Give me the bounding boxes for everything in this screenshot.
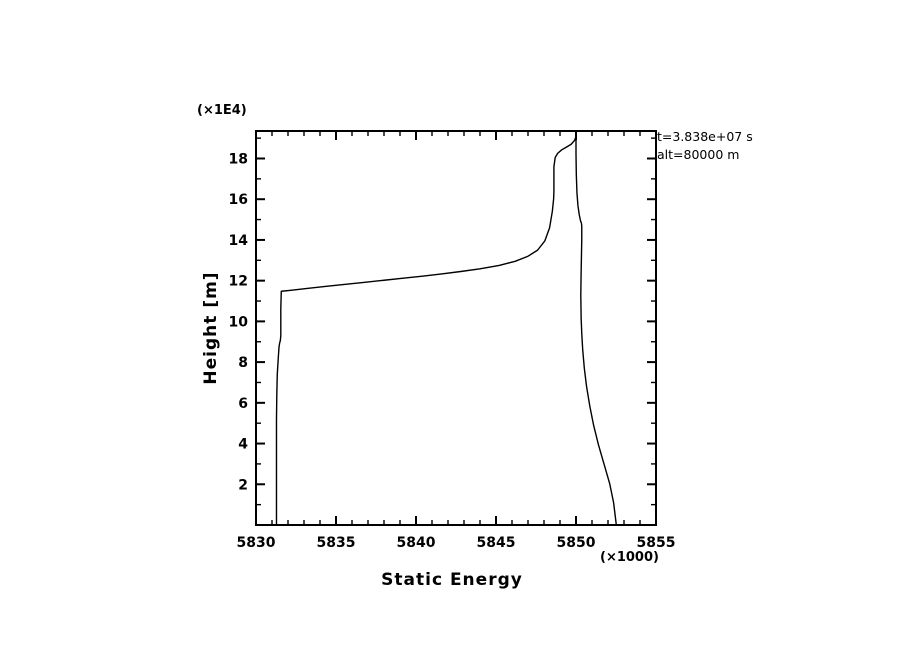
annotation-altitude: alt=80000 m [657, 147, 739, 162]
tick-label: 16 [229, 192, 248, 208]
tick-label: 14 [229, 233, 249, 249]
tick-label: 5850 [557, 535, 596, 551]
axis-tick-labels-group: 5830 5835 5840 5845 5850 5855 2 4 6 8 10 12 14 16 18 [229, 151, 676, 551]
tick-label: 5830 [237, 535, 276, 551]
tick-label: 5835 [317, 535, 356, 551]
tick-label: 8 [238, 355, 248, 371]
y-axis-multiplier-label: (×1E4) [197, 103, 247, 118]
y-axis-title: Height [m] [201, 271, 221, 384]
tick-label: 2 [238, 477, 248, 493]
tick-label: 4 [238, 437, 248, 453]
tick-label: 18 [229, 151, 248, 167]
tick-label: 5855 [637, 535, 676, 551]
tick-label: 10 [229, 314, 249, 330]
plot-frame [255, 130, 657, 526]
x-axis-title: Static Energy [381, 570, 523, 590]
x-axis-multiplier-label: (×1000) [600, 550, 659, 565]
tick-label: 12 [229, 274, 248, 290]
axis-ticks-group [255, 131, 657, 525]
static-energy-curve [275, 131, 618, 525]
tick-label: 5840 [397, 535, 436, 551]
tick-label: 5845 [477, 535, 516, 551]
tick-label: 6 [238, 396, 248, 412]
annotation-time: t=3.838e+07 s [657, 129, 753, 144]
